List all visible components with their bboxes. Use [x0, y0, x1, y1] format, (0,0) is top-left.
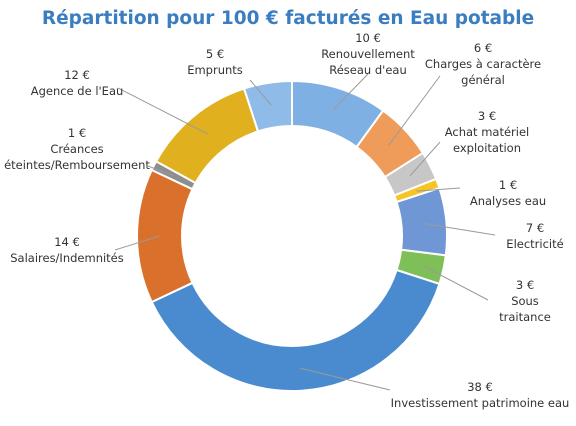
label-value: 3 € [516, 278, 534, 292]
label-text: Réseau d'eau [329, 63, 406, 77]
label-agence-de-l-eau: 12 € Agence de l'Eau [31, 68, 124, 98]
label-text: général [461, 73, 505, 87]
label-value: 10 € [355, 31, 381, 45]
label-value: 1 € [68, 126, 86, 140]
label-value: 5 € [206, 47, 224, 61]
leader-line-emprunts [249, 79, 272, 106]
leader-line-sous-traitance [421, 264, 489, 301]
label-text: Investissement patrimoine eau [391, 396, 570, 410]
label-text: Achat matériel [445, 125, 530, 139]
label-sous-traitance: 3 € Sous traitance [499, 278, 551, 324]
label-value: 6 € [474, 41, 492, 55]
label-emprunts: 5 € Emprunts [187, 47, 243, 77]
leader-line-achat-materiel-exploitation [409, 141, 441, 177]
label-electricite: 7 € Electricité [506, 221, 563, 251]
label-text: Analyses eau [470, 194, 546, 208]
leader-line-agence-de-l-eau [117, 87, 208, 135]
label-analyses-eau: 1 € Analyses eau [470, 178, 546, 208]
label-value: 12 € [64, 68, 90, 82]
slice-emprunts [242, 79, 293, 133]
leader-line-analyses-eau [416, 187, 461, 192]
label-investissement-patrimoine-eau: 38 € Investissement patrimoine eau [391, 380, 570, 410]
leader-line-creances-eteintes-remboursement [147, 165, 175, 177]
label-value: 7 € [526, 221, 544, 235]
label-text: Agence de l'Eau [31, 84, 124, 98]
label-text: Renouvellement [321, 47, 415, 61]
label-value: 1 € [499, 178, 517, 192]
label-charges-a-caractere-general: 6 € Charges à caractère général [425, 41, 541, 87]
leader-line-salaires-indemnites [114, 235, 160, 251]
label-salaires-indemnites: 14 € Salaires/Indemnités [10, 235, 124, 265]
slice-salaires-indemnites [136, 168, 194, 304]
slices-group [136, 79, 448, 392]
label-text: Emprunts [187, 63, 243, 77]
slice-agence-de-l-eau [154, 87, 260, 185]
leader-line-investissement-patrimoine-eau [300, 367, 391, 391]
label-text: éteintes/Remboursement [4, 158, 150, 172]
label-value: 14 € [54, 235, 80, 249]
label-achat-materiel-exploitation: 3 € Achat matériel exploitation [445, 109, 530, 155]
label-text: Electricité [506, 237, 563, 251]
chart-title: Répartition pour 100 € facturés en Eau p… [42, 8, 534, 29]
label-text: Créances [50, 142, 103, 156]
label-value: 3 € [478, 109, 496, 123]
label-text: Salaires/Indemnités [10, 251, 124, 265]
leader-line-electricite [423, 223, 496, 236]
leader-lines-group [114, 73, 496, 391]
label-value: 38 € [467, 380, 493, 394]
label-text: exploitation [453, 141, 521, 155]
leader-line-renouvellement-reseau-d-eau [332, 73, 369, 111]
label-text: traitance [499, 310, 551, 324]
slice-investissement-patrimoine-eau [150, 268, 441, 392]
labels-group: 10 € Renouvellement Réseau d'eau 6 € Charges… [4, 31, 569, 410]
label-text: Charges à caractère [425, 57, 541, 71]
label-renouvellement-reseau-d-eau: 10 € Renouvellement Réseau d'eau [321, 31, 415, 77]
leader-line-charges-a-caractere-general [388, 75, 441, 146]
label-creances-eteintes-remboursement: 1 € Créances éteintes/Remboursement [4, 126, 150, 172]
label-text: Sous [511, 294, 539, 308]
